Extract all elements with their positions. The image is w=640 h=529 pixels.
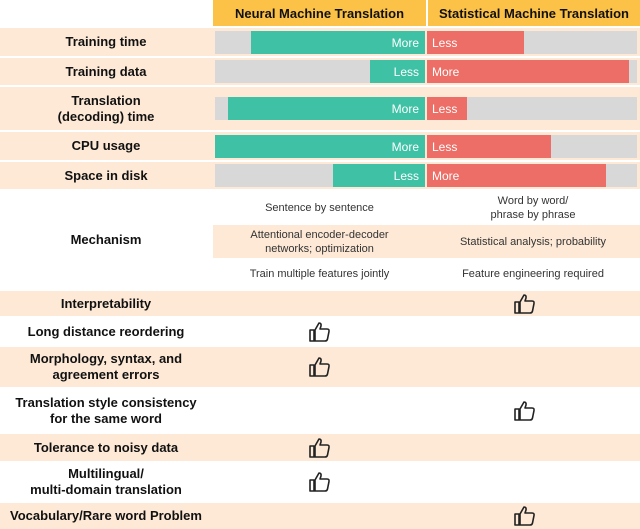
thumbs-up-icon: [514, 506, 535, 526]
thumbs-up-icon: [514, 401, 535, 421]
neural-track: More: [215, 31, 425, 54]
mechanism-statistical: Feature engineering required: [462, 268, 604, 280]
thumbs-up-icon: [514, 294, 535, 314]
statistical-track: Less: [427, 135, 637, 158]
neural-bar: More: [228, 97, 425, 120]
row-label: CPU usage: [71, 138, 141, 153]
statistical-bar: Less: [427, 97, 467, 120]
row-label: Translation (decoding) time: [57, 92, 155, 124]
row-label: Space in disk: [64, 167, 148, 183]
neural-track: Less: [215, 164, 425, 187]
row-label: Translation style consistency for the sam…: [15, 394, 197, 426]
neural-bar: Less: [370, 60, 425, 83]
metric-row: Training data Less More: [0, 58, 640, 85]
mechanism-neural: Attentional encoder-decoder networks; opt…: [250, 228, 389, 255]
statistical-bar: Less: [427, 31, 524, 54]
thumbs-up-icon: [309, 438, 330, 458]
mechanism-band: Attentional encoder-decoder networks; opt…: [213, 225, 640, 258]
mechanism-statistical: Word by word/phrase by phrase: [490, 194, 576, 221]
neural-track: More: [215, 135, 425, 158]
thumbs-up-icon: [309, 322, 330, 342]
row-label: Morphology, syntax, and agreement errors: [29, 351, 183, 382]
metric-row: Translation (decoding) time More Less: [0, 87, 640, 130]
neural-track: More: [215, 97, 425, 120]
statistical-bar: Less: [427, 135, 551, 158]
neural-bar: More: [215, 135, 425, 158]
feature-row: Multilingual/multi-domain translation: [0, 463, 640, 501]
row-label: Tolerance to noisy data: [33, 439, 179, 455]
feature-row: Long distance reordering: [0, 318, 640, 345]
row-label: Interpretability: [60, 295, 152, 311]
row-label: Mechanism: [70, 232, 142, 247]
feature-row: Translation style consistency for the sam…: [0, 389, 640, 432]
statistical-bar: More: [427, 164, 606, 187]
statistical-track: More: [427, 60, 637, 83]
thumbs-up-icon: [309, 472, 330, 492]
row-label: Training data: [65, 63, 147, 79]
feature-row: Vocabulary/Rare word Problem: [0, 503, 640, 529]
feature-row: Tolerance to noisy data: [0, 434, 640, 461]
mechanism-statistical: Statistical analysis; probability: [459, 235, 607, 248]
mechanism-neural: Sentence by sentence: [265, 201, 374, 214]
thumbs-up-icon: [309, 357, 330, 377]
mechanism-row: Mechanism Sentence by sentence Word by wor…: [0, 191, 640, 289]
mechanism-neural: Train multiple features jointly: [249, 268, 390, 280]
row-label: Long distance reordering: [27, 323, 185, 339]
metric-row: Space in disk Less More: [0, 162, 640, 189]
neural-bar: Less: [333, 164, 425, 187]
statistical-track: Less: [427, 97, 637, 120]
metric-row: CPU usage More Less: [0, 132, 640, 160]
neural-bar: More: [251, 31, 425, 54]
neural-track: Less: [215, 60, 425, 83]
mechanism-band: Train multiple features jointly Feature e…: [213, 259, 640, 289]
row-label: Training time: [65, 34, 147, 49]
feature-row: Interpretability: [0, 291, 640, 316]
row-label: Multilingual/multi-domain translation: [30, 466, 182, 497]
statistical-bar: More: [427, 60, 629, 83]
mechanism-band: Sentence by sentence Word by word/phrase …: [213, 191, 640, 224]
statistical-column-header: Statistical Machine Translation: [428, 0, 640, 26]
statistical-track: More: [427, 164, 637, 187]
header-row: Neural Machine Translation Statistical M…: [0, 0, 640, 26]
row-label: Vocabulary/Rare word Problem: [10, 508, 202, 523]
metric-row: Training time More Less: [0, 28, 640, 56]
statistical-track: Less: [427, 31, 637, 54]
neural-column-header: Neural Machine Translation: [213, 0, 426, 26]
feature-row: Morphology, syntax, and agreement errors: [0, 347, 640, 387]
